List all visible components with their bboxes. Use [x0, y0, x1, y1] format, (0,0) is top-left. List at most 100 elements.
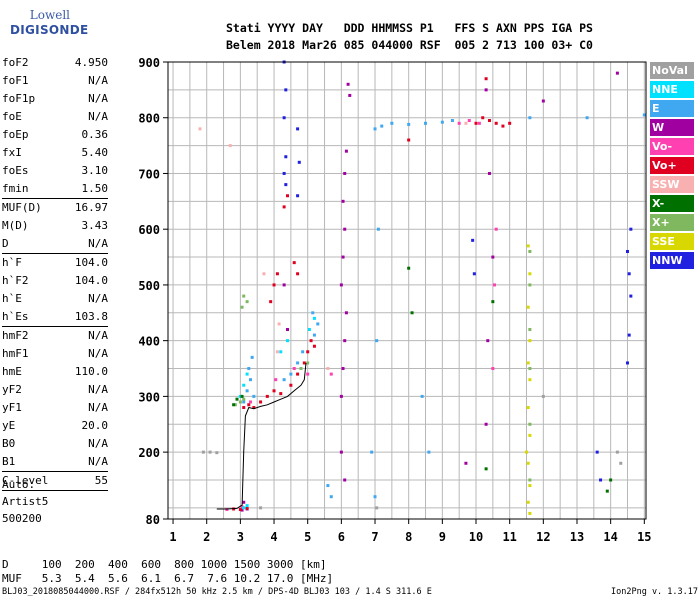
echo-point — [627, 272, 631, 276]
plot-frame — [167, 61, 647, 520]
muf-distance-table: D 100 200 400 600 800 1000 1500 3000 [km… — [2, 558, 333, 586]
param-row: foE N/A — [2, 108, 108, 126]
param-value: N/A — [88, 74, 108, 87]
lowell-digisonde-logo: Lowell DIGISONDE — [4, 6, 88, 42]
echo-point — [627, 333, 631, 337]
series-vo — [225, 119, 498, 512]
param-row: foEs 3.10 — [2, 162, 108, 180]
param-row: B0 N/A — [2, 435, 108, 453]
echo-point — [242, 500, 246, 504]
echo-point — [528, 422, 532, 426]
param-row: foEp 0.36 — [2, 126, 108, 144]
param-row: hmF2 N/A — [2, 327, 108, 345]
echo-point — [481, 116, 485, 120]
echo-point — [526, 500, 530, 504]
y-tick-label: 200 — [138, 446, 160, 460]
logo-digisonde-text: DIGISONDE — [10, 23, 89, 37]
echo-point — [390, 121, 394, 125]
param-label: D — [2, 237, 9, 250]
param-label: M(D) — [2, 219, 29, 232]
echo-point — [297, 160, 301, 164]
auto-label: Auto: — [2, 478, 36, 491]
param-label: B1 — [2, 455, 16, 468]
echo-point — [526, 361, 530, 365]
echo-point — [296, 372, 300, 376]
auto-version: 500200 — [2, 512, 42, 525]
echo-point — [282, 378, 286, 382]
echo-point — [373, 127, 377, 131]
echo-point — [526, 461, 530, 465]
echo-point — [242, 383, 246, 387]
echo-point — [472, 272, 476, 276]
param-value: 103.8 — [74, 310, 108, 323]
echo-point — [279, 350, 283, 354]
echo-point — [528, 511, 532, 515]
param-separator — [2, 471, 108, 472]
y-tick-label: 400 — [138, 335, 160, 349]
legend-item-w: W — [650, 119, 694, 136]
header-line-2: Belem 2018 Mar26 085 044000 RSF 005 2 71… — [226, 38, 593, 52]
echo-point — [375, 506, 379, 510]
y-tick-label: 700 — [138, 167, 160, 181]
param-label: yF1 — [2, 401, 22, 414]
param-row: yF1 N/A — [2, 399, 108, 417]
param-row: yE 20.0 — [2, 417, 108, 435]
echo-point — [326, 484, 330, 488]
echo-point — [528, 478, 532, 482]
echo-point — [457, 121, 461, 125]
x-tick-label: 3 — [237, 530, 244, 544]
echo-point — [410, 311, 414, 315]
echo-point — [279, 392, 283, 396]
series-nnw — [282, 60, 633, 482]
echo-point — [629, 227, 633, 231]
echo-point — [272, 389, 276, 393]
echo-point — [269, 300, 273, 304]
param-row: M(D) 3.43 — [2, 217, 108, 235]
muf-distance-row: D 100 200 400 600 800 1000 1500 3000 [km… — [2, 558, 327, 571]
legend-item-nnw: NNW — [650, 252, 694, 269]
echo-point — [289, 372, 293, 376]
echo-point — [274, 378, 278, 382]
echo-point — [370, 450, 374, 454]
echo-point — [528, 484, 532, 488]
echo-point — [238, 400, 242, 404]
echo-point — [245, 389, 249, 393]
echo-point — [286, 328, 289, 332]
echo-point — [277, 322, 281, 326]
param-value: 3.43 — [81, 219, 109, 232]
echo-point — [286, 194, 289, 198]
param-value: 4.950 — [74, 56, 108, 69]
param-value: N/A — [88, 437, 108, 450]
echo-point — [242, 400, 246, 404]
echo-point — [477, 121, 481, 125]
param-label: yE — [2, 419, 16, 432]
software-version: Ion2Png v. 1.3.17 — [611, 587, 698, 597]
x-tick-label: 5 — [304, 530, 311, 544]
echo-point — [259, 506, 263, 510]
param-label: foE — [2, 110, 22, 123]
echo-point — [245, 300, 249, 304]
echo-point — [326, 367, 330, 371]
x-tick-label: 6 — [338, 530, 345, 544]
autoscaling-info: Auto: Artist5 500200 — [2, 476, 48, 527]
echo-point — [242, 294, 246, 298]
echo-point — [316, 322, 320, 326]
param-label: foF1p — [2, 92, 36, 105]
x-tick-label: 9 — [439, 530, 446, 544]
echo-point — [259, 400, 263, 404]
echo-point — [252, 406, 256, 410]
x-tick-label: 14 — [603, 530, 617, 544]
echo-point — [282, 283, 286, 287]
param-value: N/A — [88, 110, 108, 123]
polarization-legend: NoVal NNE E W Vo- Vo+ SSW X- X+ SSE NNW — [650, 62, 694, 271]
param-separator — [2, 198, 108, 199]
param-value: 55 — [94, 474, 108, 487]
echo-point — [625, 249, 629, 253]
echo-point — [240, 505, 244, 509]
param-row: D N/A — [2, 235, 108, 253]
echo-point — [528, 433, 532, 437]
echo-point — [235, 397, 239, 401]
echo-point — [341, 255, 345, 259]
param-value: 5.40 — [81, 146, 109, 159]
